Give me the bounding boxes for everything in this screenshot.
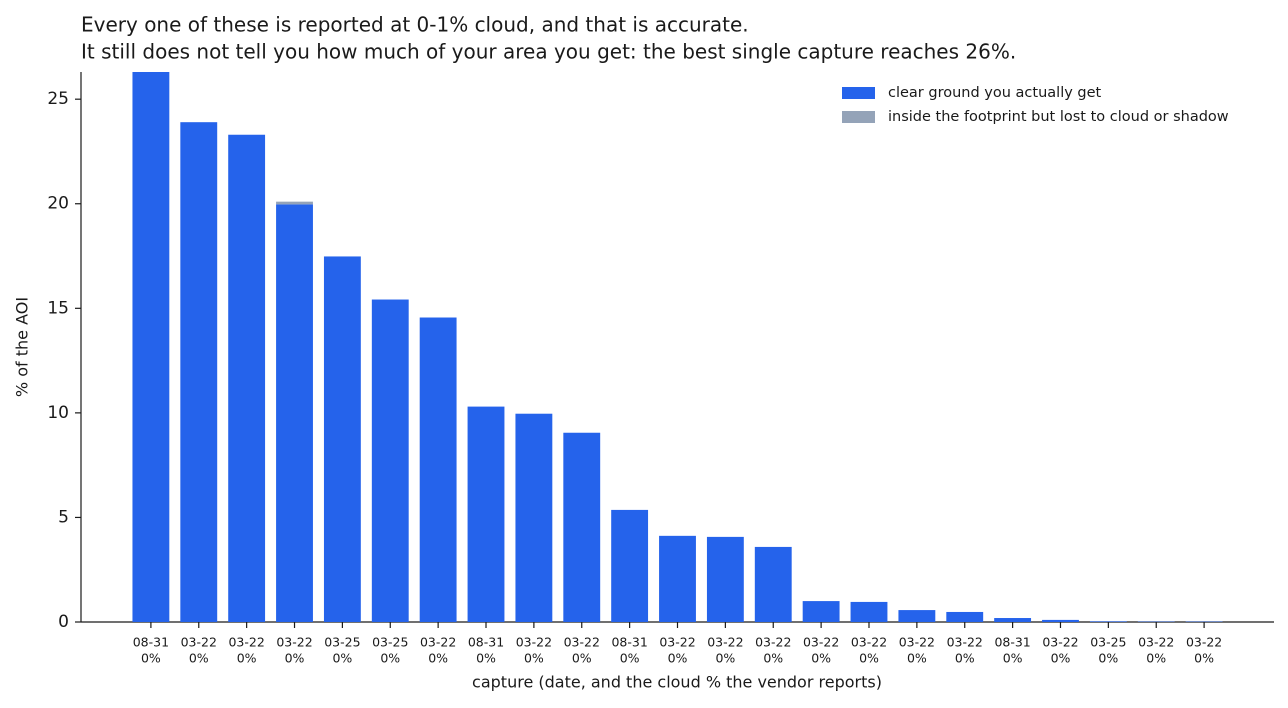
x-tick-label: 03-22 [1186,635,1222,650]
bar [611,509,649,622]
x-tick-label: 0% [1003,651,1023,666]
x-tick-label: 03-22 [707,635,743,650]
x-tick-label: 0% [620,651,640,666]
chart-subtitle: It still does not tell you how much of y… [81,40,1016,64]
x-tick-label: 03-25 [372,635,408,650]
x-tick-label: 0% [285,651,305,666]
x-tick-label: 03-22 [516,635,552,650]
x-tick-label: 0% [189,651,209,666]
legend-label: inside the footprint but lost to cloud o… [888,109,1229,125]
bar [802,601,840,622]
y-tick-label: 25 [47,89,69,109]
x-tick-label: 0% [1194,651,1214,666]
x-tick-label: 0% [859,651,879,666]
x-tick-label: 0% [572,651,592,666]
bar [946,611,984,622]
chart-title: Every one of these is reported at 0-1% c… [81,13,749,37]
x-tick-label: 0% [476,651,496,666]
x-tick-label: 0% [428,651,448,666]
x-tick-label: 03-22 [181,635,217,650]
bar [276,204,313,623]
legend-swatch [842,87,875,99]
x-tick-label: 03-22 [899,635,935,650]
x-tick-label: 0% [668,651,688,666]
bar [563,432,601,622]
x-tick-label: 08-31 [994,635,1030,650]
y-tick-label: 15 [47,298,69,318]
x-tick-label: 0% [332,651,352,666]
bar [467,406,505,622]
x-tick-label: 0% [380,651,400,666]
x-tick-label: 03-22 [947,635,983,650]
x-tick-label: 03-22 [276,635,312,650]
x-tick-label: 0% [141,651,161,666]
x-tick-label: 0% [1051,651,1071,666]
x-tick-label: 0% [907,651,927,666]
y-tick-label: 5 [58,507,69,527]
bar [1089,621,1127,622]
x-tick-label: 03-25 [1090,635,1126,650]
x-tick-label: 0% [524,651,544,666]
bar [132,72,170,622]
y-axis-label: % of the AOI [13,297,32,397]
bar [228,134,266,622]
x-tick-label: 03-25 [324,635,360,650]
bar [659,535,696,622]
bar [276,201,313,205]
x-tick-label: 0% [763,651,783,666]
x-tick-label: 08-31 [468,635,504,650]
legend-label: clear ground you actually get [888,85,1102,101]
legend-swatch [842,111,875,123]
bar [371,299,409,622]
x-tick-label: 03-22 [564,635,600,650]
bar [898,610,936,622]
bar [994,618,1032,622]
x-tick-label: 03-22 [659,635,695,650]
x-tick-label: 0% [1146,651,1166,666]
x-tick-label: 03-22 [1138,635,1174,650]
bar [323,256,361,622]
x-tick-label: 0% [715,651,735,666]
bar [515,413,553,622]
x-tick-label: 03-22 [1042,635,1078,650]
x-tick-label: 03-22 [420,635,456,650]
x-tick-label: 08-31 [133,635,169,650]
x-tick-label: 03-22 [803,635,839,650]
y-tick-label: 0 [58,612,69,632]
x-tick-label: 0% [811,651,831,666]
x-tick-label: 0% [1098,651,1118,666]
bar [754,546,792,622]
bar [850,601,888,622]
x-tick-label: 03-22 [228,635,264,650]
x-tick-label: 0% [237,651,257,666]
x-tick-label: 03-22 [851,635,887,650]
x-axis-label: capture (date, and the cloud % the vendo… [472,673,882,692]
y-tick-label: 20 [47,194,69,214]
y-tick-label: 10 [47,403,69,423]
bar [419,317,457,622]
bar [706,536,744,622]
x-tick-label: 0% [955,651,975,666]
x-tick-label: 08-31 [611,635,647,650]
bar [180,122,218,622]
x-tick-label: 03-22 [755,635,791,650]
bar [1042,619,1079,622]
